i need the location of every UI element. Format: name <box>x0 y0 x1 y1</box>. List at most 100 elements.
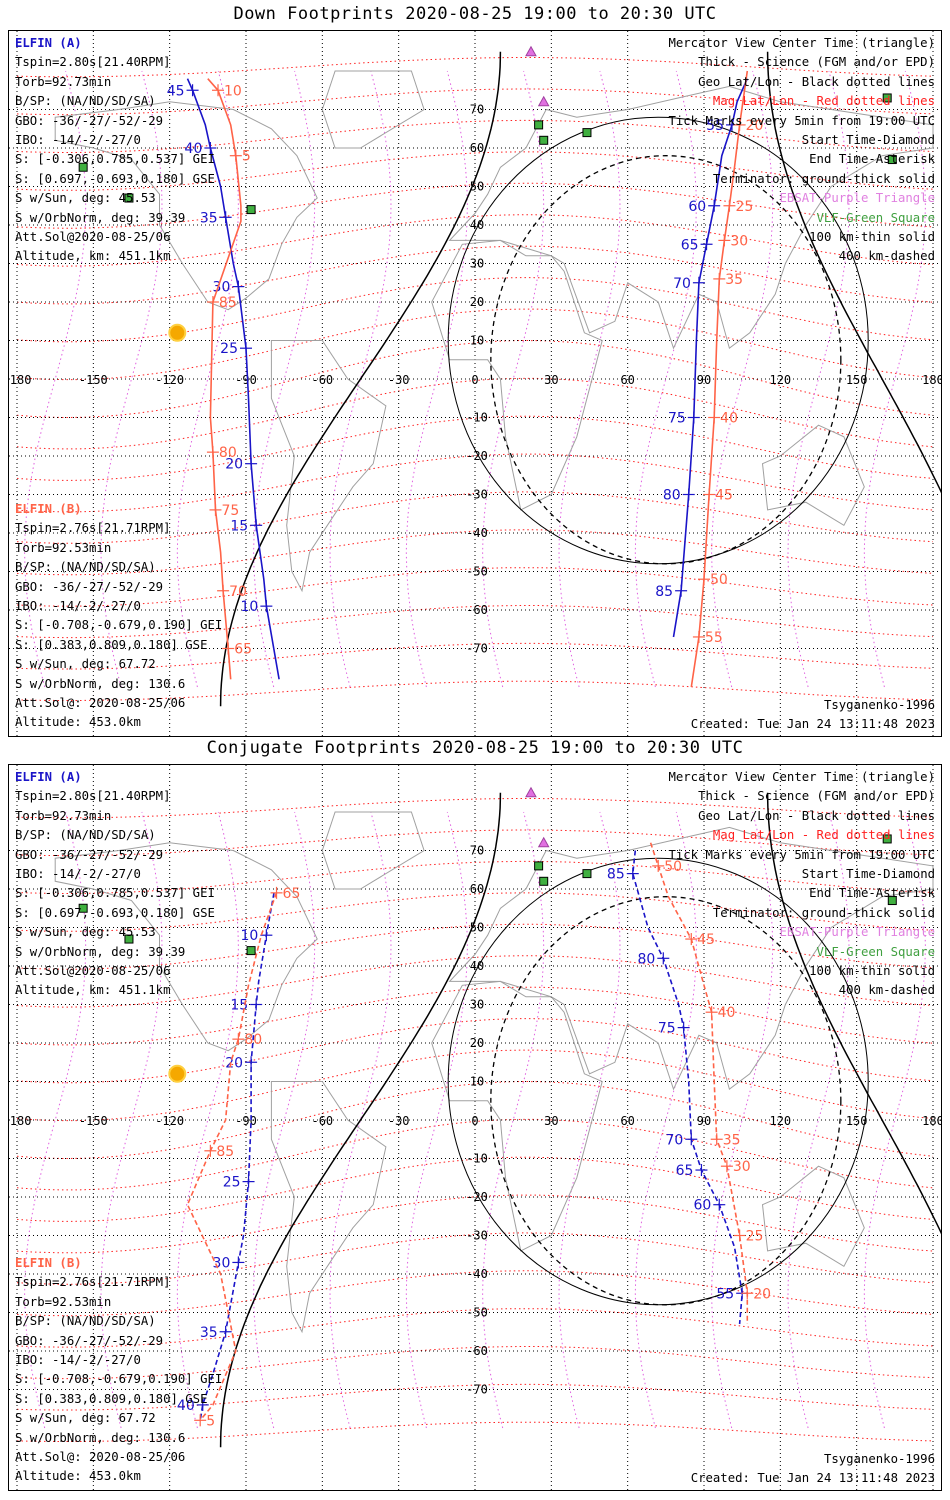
model-label: Tsyganenko-1996 Created: Tue Jan 24 13:1… <box>691 696 935 735</box>
tick-label: 65 <box>681 237 699 253</box>
tick-label: 65 <box>283 886 301 902</box>
tick-label: 70 <box>673 276 691 292</box>
mag-lon-line <box>787 70 850 688</box>
coastline <box>270 1081 387 1334</box>
tick-label: 30 <box>730 233 748 249</box>
elfin-b-info: ELFIN (B) Tspin=2.76s[21.71RPM] Torb=92.… <box>15 500 222 733</box>
lon-tick-label: 180 <box>922 373 941 387</box>
legend: Mercator View Center Time (triangle) Thi… <box>668 768 935 1001</box>
legend-item: Geo Lat/Lon - Black dotted lines <box>698 74 935 89</box>
lat-tick-label: -20 <box>466 1190 488 1204</box>
lat-tick-label: 10 <box>470 1075 484 1089</box>
lon-tick-label: -60 <box>311 373 333 387</box>
tick-label: 80 <box>244 1032 262 1048</box>
orbit-track <box>207 78 242 680</box>
mag-lat-line <box>16 605 934 639</box>
lat-tick-label: -30 <box>466 1229 488 1243</box>
elfin-a-line: Torb=92.73min <box>15 74 112 89</box>
tick-label: 45 <box>167 83 185 99</box>
lon-tick-label: 90 <box>697 1114 711 1128</box>
tick-label: 75 <box>658 1021 676 1037</box>
vlf-square-icon <box>539 135 549 145</box>
tick-label: 55 <box>706 118 724 134</box>
map-conjugate: -180 -150 -120 -90 -60 -30 0 30 60 90 120 150 180 70 6… <box>9 765 941 1490</box>
lon-tick-label: -90 <box>235 1114 257 1128</box>
elfin-b-line: GBO: -36/-27/-52/-29 <box>15 1333 164 1348</box>
elfin-a-line: S w/OrbNorm, deg: 39.39 <box>15 944 186 959</box>
footprint-100km <box>447 116 869 565</box>
vlf-square-icon <box>534 120 544 130</box>
elfin-a-line: S: [0.697,-0.693,0.180] GSE <box>15 905 215 920</box>
elfin-b-line: Altitude: 453.0km <box>15 1469 141 1484</box>
lon-tick-label: 180 <box>922 1114 941 1128</box>
tick-label: 50 <box>664 859 682 875</box>
mag-lon-line <box>100 70 163 688</box>
elfin-a-line: S w/Sun, deg: 45.53 <box>15 925 156 940</box>
mag-lon-line <box>634 70 697 688</box>
tick-label: 10 <box>241 928 259 944</box>
created-time: Created: Tue Jan 24 13:11:48 2023 <box>690 1471 935 1486</box>
tick-label: 60 <box>688 199 706 215</box>
orbit-track <box>649 842 749 1324</box>
lat-tick-label: -70 <box>466 642 488 656</box>
lon-tick-label: -60 <box>311 1114 333 1128</box>
lon-tick-label: -120 <box>155 373 184 387</box>
legend-item: Geo Lat/Lon - Black dotted lines <box>698 808 935 823</box>
elfin-b-line: Att.Sol@: 2020-08-25/06 <box>15 696 186 711</box>
coastline <box>54 101 318 311</box>
elfin-b-header: ELFIN (B) <box>15 502 82 516</box>
elfin-a-line: Tspin=2.80s[21.40RPM] <box>15 789 171 804</box>
sun-icon <box>168 323 187 342</box>
elfin-a-line: Torb=92.73min <box>15 808 112 823</box>
lon-tick-label: -150 <box>79 1114 108 1128</box>
map-down: -180 -150 -120 -90 -60 -30 0 30 60 90 120 150 180 70 6… <box>9 31 941 736</box>
lon-tick-label: 90 <box>697 373 711 387</box>
legend-item: Mag Lat/Lon - Red dotted lines <box>712 828 935 843</box>
lon-tick-label: -90 <box>235 373 257 387</box>
legend: Mercator View Center Time (triangle) Thi… <box>668 34 935 267</box>
elfin-b-line: Att.Sol@: 2020-08-25/06 <box>15 1450 186 1465</box>
mag-lon-line <box>558 811 621 1429</box>
lon-tick-label: 150 <box>846 373 868 387</box>
elfin-a-line: IBO: -14/-2/-27/0 <box>15 867 141 882</box>
elfin-a-line: IBO: -14/-2/-27/0 <box>15 133 141 148</box>
elfin-a-line: Tspin=2.80s[21.40RPM] <box>15 55 171 70</box>
vlf-square-icon <box>887 896 897 906</box>
elfin-b-line: S: [-0.708,-0.679,0.190] GEI <box>15 1372 223 1387</box>
terminator-line <box>219 51 502 707</box>
coastline <box>761 1165 865 1268</box>
tick-label: 35 <box>725 272 743 288</box>
tick-label: 75 <box>221 503 239 519</box>
terminator-line <box>219 792 502 1448</box>
vlf-square-icon <box>124 193 134 203</box>
tick-label: 25 <box>746 1229 764 1245</box>
lon-tick-label: 120 <box>769 1114 791 1128</box>
elfin-b-header: ELFIN (B) <box>15 1256 82 1270</box>
lon-tick-label: -30 <box>388 1114 410 1128</box>
lon-tick-label: 30 <box>544 373 558 387</box>
elfin-b-line: S w/Sun, deg: 67.72 <box>15 1411 156 1426</box>
tick-label: 60 <box>693 1198 711 1214</box>
lon-tick-label: 120 <box>769 373 791 387</box>
elfin-b-line: S: [-0.708,-0.679,0.190] GEI <box>15 618 223 633</box>
elfin-b-line: S: [0.383,0.809,0.180] GSE <box>15 1391 208 1406</box>
tick-label: 25 <box>223 1175 241 1191</box>
elfin-a-line: S: [0.697,-0.693,0.180] GSE <box>15 171 215 186</box>
mag-lon-line <box>558 70 621 688</box>
lat-tick-label: 30 <box>470 257 484 271</box>
elfin-b-line: Altitude: 453.0km <box>15 715 141 730</box>
legend-item: Start Time-Diamond <box>801 133 935 148</box>
tick-label: 70 <box>665 1132 683 1148</box>
elfin-a-line: Altitude, km: 451.1km <box>15 983 171 998</box>
lat-tick-label: -30 <box>466 488 488 502</box>
coastline <box>448 826 934 1091</box>
legend-item: Mag Lat/Lon - Red dotted lines <box>712 94 935 109</box>
lon-tick-label: -120 <box>155 1114 184 1128</box>
elfin-a-info: ELFIN (A) Tspin=2.80s[21.40RPM] Torb=92.… <box>15 768 215 1001</box>
legend-item: Mercator View Center Time (triangle) <box>668 36 935 50</box>
elfin-b-line: Torb=92.53min <box>15 540 112 555</box>
tick-label: 80 <box>219 445 237 461</box>
elfin-a-line: B/SP: (NA/ND/SD/SA) <box>15 828 156 843</box>
lat-tick-label: 60 <box>470 882 484 896</box>
mag-lon-line <box>863 70 926 688</box>
